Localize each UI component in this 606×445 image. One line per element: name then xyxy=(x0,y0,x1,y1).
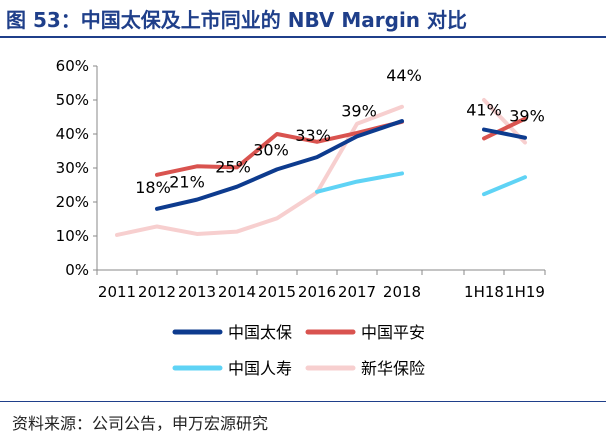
x-tick-label: 2016 xyxy=(298,283,336,301)
y-tick-label: 50% xyxy=(56,91,89,109)
series-line-chinalife-half xyxy=(482,175,527,197)
y-tick-label: 20% xyxy=(56,193,89,211)
title-rule xyxy=(0,36,606,38)
x-tick-label: 2013 xyxy=(178,283,216,301)
x-tick-label: 2015 xyxy=(258,283,296,301)
data-label: 44% xyxy=(386,66,422,85)
legend-label: 中国太保 xyxy=(228,323,292,342)
data-label: 30% xyxy=(253,140,289,159)
series-line-nci-annual xyxy=(115,104,404,237)
x-tick-label: 2014 xyxy=(218,283,256,301)
x-tick-label: 2012 xyxy=(138,283,176,301)
source-rule xyxy=(0,401,606,402)
x-tick-label: 2011 xyxy=(98,283,136,301)
y-tick-label: 60% xyxy=(56,57,89,75)
series-line-pingan-annual xyxy=(155,119,404,177)
series-line-cpic-half xyxy=(482,127,527,140)
data-label: 33% xyxy=(295,126,331,145)
x-tick-label: 1H18 xyxy=(464,283,504,301)
data-label: 41% xyxy=(466,101,502,120)
legend-label: 中国人寿 xyxy=(228,359,292,378)
series-line-pingan-half xyxy=(482,116,527,141)
page-title: 图 53：中国太保及上市同业的 NBV Margin 对比 xyxy=(6,8,468,32)
series-line-chinalife-annual xyxy=(315,171,404,194)
data-label: 39% xyxy=(509,107,545,126)
data-label: 18% xyxy=(135,178,171,197)
y-tick-label: 30% xyxy=(56,159,89,177)
data-label: 39% xyxy=(341,101,377,120)
x-tick-label: 2018 xyxy=(383,283,421,301)
source-note: 资料来源：公司公告，申万宏源研究 xyxy=(12,414,269,433)
series-line-cpic-annual xyxy=(155,119,404,211)
legend-label: 中国平安 xyxy=(361,323,425,342)
legend-label: 新华保险 xyxy=(361,359,425,378)
y-tick-label: 40% xyxy=(56,125,89,143)
data-label: 21% xyxy=(169,173,205,192)
x-tick-label: 2017 xyxy=(338,283,376,301)
x-tick-label: 1H19 xyxy=(505,283,545,301)
y-tick-label: 10% xyxy=(56,227,89,245)
data-label: 25% xyxy=(215,158,251,177)
y-tick-label: 0% xyxy=(65,261,89,279)
